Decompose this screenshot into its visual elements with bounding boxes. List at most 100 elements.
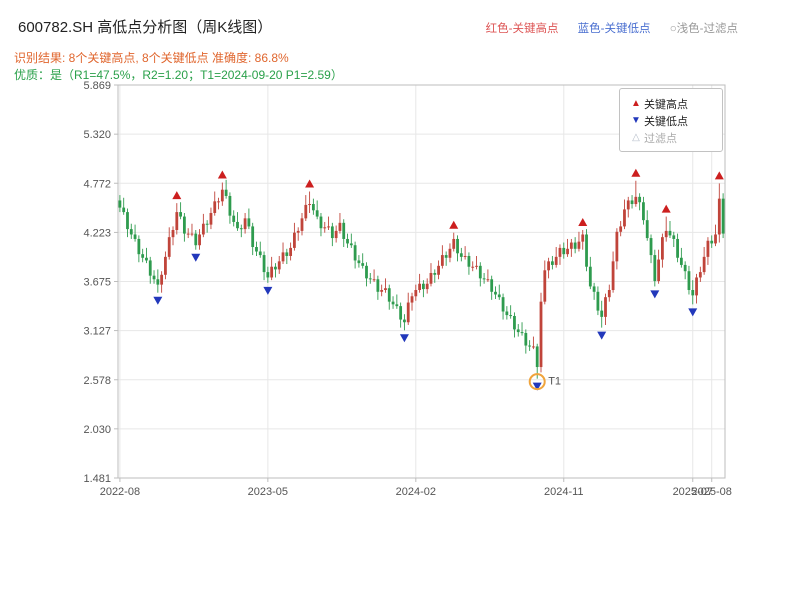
candle-body bbox=[698, 272, 702, 278]
candle-body bbox=[448, 248, 452, 258]
candle-body bbox=[623, 209, 626, 227]
chart-legend-box: ▲ 关键高点 ▼ 关键低点 △ 过滤点 bbox=[619, 88, 723, 152]
key-low-marker bbox=[399, 334, 409, 343]
candle-body bbox=[490, 279, 494, 292]
candle-body bbox=[573, 242, 577, 249]
candle-body bbox=[653, 255, 657, 282]
candle-body bbox=[550, 261, 554, 265]
candle-body bbox=[577, 241, 581, 249]
candle-body bbox=[717, 198, 721, 235]
candle-body bbox=[463, 255, 467, 257]
t1-label: T1 bbox=[548, 376, 561, 388]
key-low-marker bbox=[532, 382, 542, 391]
candle-body bbox=[403, 319, 406, 323]
candle-body bbox=[270, 266, 274, 278]
candle-body bbox=[535, 346, 539, 368]
candle-body bbox=[220, 189, 224, 202]
candle-body bbox=[247, 218, 251, 227]
candle-body bbox=[353, 245, 357, 261]
candle-body bbox=[539, 301, 543, 368]
candle-body bbox=[201, 223, 205, 235]
key-high-marker bbox=[714, 171, 724, 180]
t1-highlight-circle bbox=[528, 373, 546, 391]
candle-body bbox=[213, 201, 217, 213]
candle-body bbox=[251, 226, 255, 248]
candle-body bbox=[566, 248, 569, 255]
candle-body bbox=[156, 279, 160, 285]
candle-body bbox=[175, 212, 179, 231]
candle-body bbox=[224, 189, 228, 196]
candle-body bbox=[554, 256, 558, 265]
candle-body bbox=[258, 251, 262, 256]
candle-body bbox=[395, 304, 399, 307]
x-tick-label: 2024-11 bbox=[544, 486, 584, 498]
legend-item-filtered: △ 过滤点 bbox=[628, 129, 714, 146]
key-low-item-label: 关键低点 bbox=[644, 115, 688, 128]
candle-body bbox=[296, 230, 300, 233]
y-tick-label: 5.869 bbox=[83, 80, 111, 92]
candle-body bbox=[334, 230, 338, 239]
top-legend: 红色-关键高点 蓝色-关键低点 ○浅色-过滤点 bbox=[470, 20, 738, 36]
candle-body bbox=[300, 218, 304, 231]
candle-body bbox=[186, 233, 190, 235]
legend-key-low-label: 蓝色-关键低点 bbox=[577, 23, 651, 35]
candle-body bbox=[520, 332, 524, 334]
candle-body bbox=[710, 240, 714, 244]
candle-body bbox=[308, 204, 311, 206]
candle-body bbox=[118, 200, 122, 208]
candle-body bbox=[486, 279, 490, 281]
candle-body bbox=[638, 196, 642, 203]
candle-body bbox=[365, 265, 368, 279]
candle-body bbox=[357, 260, 361, 264]
candle-body bbox=[414, 290, 418, 297]
key-low-marker bbox=[191, 253, 201, 262]
candle-body bbox=[592, 286, 596, 292]
x-tick-label: 2023-05 bbox=[248, 486, 288, 498]
key-high-marker bbox=[449, 220, 459, 229]
candle-body bbox=[145, 257, 148, 261]
candle-body bbox=[368, 278, 372, 280]
candle-body bbox=[285, 252, 289, 256]
candle-body bbox=[433, 272, 437, 275]
candle-body bbox=[596, 291, 600, 311]
candle-body bbox=[691, 290, 695, 296]
candle-body bbox=[437, 265, 440, 275]
candle-body bbox=[687, 271, 691, 291]
candle-body bbox=[342, 222, 346, 239]
candle-body bbox=[205, 223, 209, 225]
candle-body bbox=[505, 311, 509, 316]
y-tick-label: 5.320 bbox=[83, 129, 111, 141]
candle-body bbox=[266, 272, 270, 278]
candle-body bbox=[384, 288, 387, 291]
candle-body bbox=[182, 216, 186, 234]
candle-body bbox=[148, 260, 152, 276]
y-tick-label: 1.481 bbox=[83, 473, 111, 485]
quality-result-text: 优质：是（R1=47.5%，R2=1.20；T1=2024-09-20 P1=2… bbox=[14, 68, 343, 82]
candle-body bbox=[293, 232, 296, 248]
candle-body bbox=[661, 237, 664, 260]
candle-body bbox=[323, 227, 327, 229]
candle-body bbox=[619, 226, 623, 232]
y-tick-label: 2.578 bbox=[83, 375, 111, 387]
candle-body bbox=[478, 265, 482, 279]
key-high-marker bbox=[172, 191, 182, 200]
candle-body bbox=[262, 255, 266, 273]
candle-body bbox=[562, 247, 566, 255]
candle-body bbox=[695, 277, 698, 296]
candle-body bbox=[304, 204, 308, 219]
x-tick-label: 2025-08 bbox=[692, 486, 732, 498]
candle-body bbox=[289, 247, 293, 256]
candle-body bbox=[126, 212, 129, 230]
key-high-item-label: 关键高点 bbox=[644, 98, 688, 111]
candle-body bbox=[164, 256, 167, 275]
candle-body bbox=[626, 200, 630, 210]
candle-body bbox=[232, 215, 236, 222]
candle-body bbox=[198, 234, 201, 246]
recognition-result-text: 识别结果: 8个关键高点, 8个关键低点 准确度: 86.8% bbox=[14, 51, 289, 65]
candle-body bbox=[615, 231, 619, 262]
candle-body bbox=[387, 288, 391, 302]
y-tick-label: 3.127 bbox=[83, 326, 111, 338]
candle-body bbox=[346, 238, 349, 244]
candle-body bbox=[281, 252, 285, 262]
candle-body bbox=[676, 238, 679, 258]
